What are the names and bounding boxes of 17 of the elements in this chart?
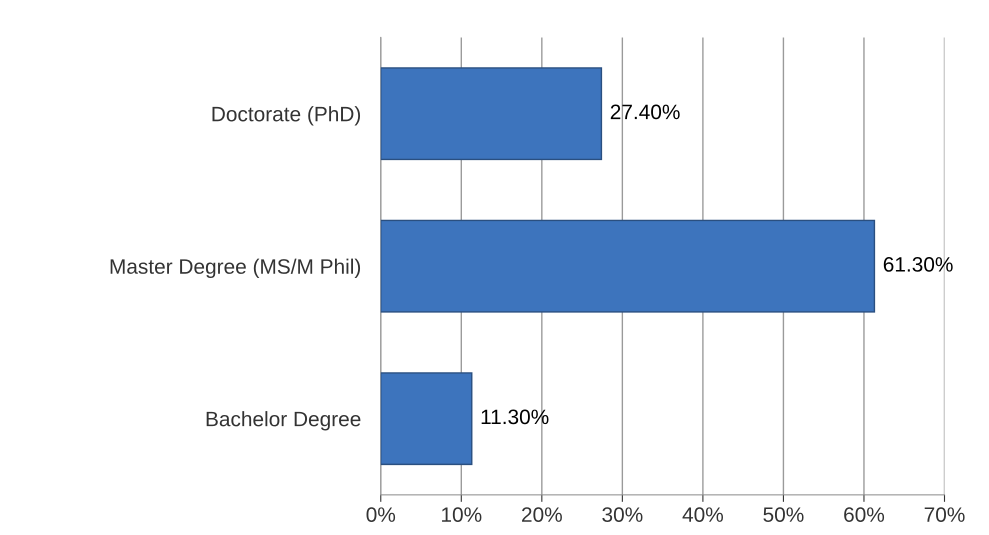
y-tick-label: Doctorate (PhD) xyxy=(212,106,360,126)
x-tick-label: 60% xyxy=(844,507,884,522)
bar xyxy=(380,220,876,313)
data-label: 11.30% xyxy=(482,409,548,424)
x-tick-label: 0% xyxy=(366,507,396,522)
bar xyxy=(380,67,602,160)
x-tick-label: 20% xyxy=(522,507,562,522)
y-tick-label: Bachelor Degree xyxy=(206,411,360,431)
x-tick-label: 70% xyxy=(924,507,965,522)
bar xyxy=(380,372,472,466)
data-label: 61.30% xyxy=(884,257,953,272)
y-tick-label: Master Degree (MS/M Phil) xyxy=(110,258,360,278)
x-tick-label: 40% xyxy=(682,507,724,522)
x-tick-label: 10% xyxy=(442,507,482,522)
x-tick-label: 50% xyxy=(763,507,804,522)
x-tick-label: 30% xyxy=(602,507,642,522)
data-label: 27.40% xyxy=(610,104,680,120)
